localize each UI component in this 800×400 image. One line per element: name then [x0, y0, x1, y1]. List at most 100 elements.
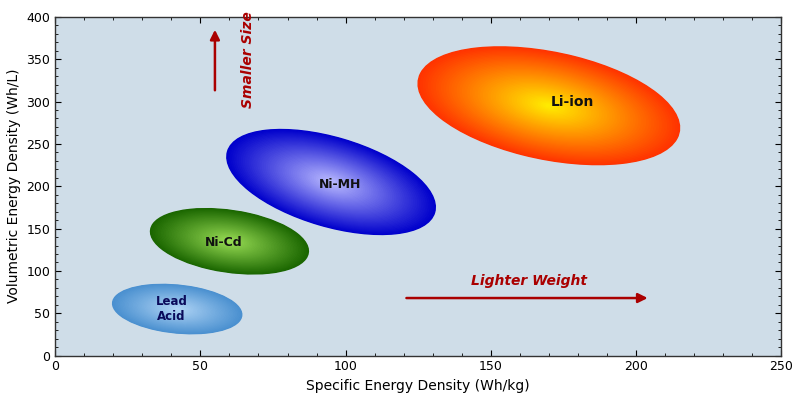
Ellipse shape [434, 54, 664, 158]
Text: Lead
Acid: Lead Acid [155, 295, 187, 323]
Ellipse shape [322, 178, 339, 186]
Ellipse shape [281, 157, 381, 207]
Ellipse shape [132, 292, 222, 326]
Ellipse shape [426, 50, 672, 161]
Ellipse shape [155, 301, 199, 318]
Text: Lighter Weight: Lighter Weight [470, 274, 586, 288]
Ellipse shape [252, 142, 410, 222]
Ellipse shape [227, 130, 435, 234]
Ellipse shape [462, 67, 635, 145]
Ellipse shape [431, 53, 666, 159]
Ellipse shape [165, 214, 294, 268]
Ellipse shape [269, 150, 394, 214]
Ellipse shape [154, 300, 201, 318]
Ellipse shape [174, 218, 285, 264]
Ellipse shape [526, 95, 572, 116]
Text: Smaller Size: Smaller Size [241, 11, 255, 108]
Ellipse shape [160, 303, 194, 316]
Ellipse shape [273, 153, 390, 211]
Ellipse shape [541, 102, 557, 109]
Ellipse shape [298, 165, 365, 199]
Ellipse shape [248, 140, 414, 224]
Ellipse shape [238, 135, 425, 229]
Ellipse shape [318, 176, 343, 188]
Ellipse shape [214, 235, 246, 248]
Ellipse shape [176, 308, 178, 310]
Ellipse shape [302, 167, 360, 197]
Ellipse shape [518, 92, 580, 120]
Ellipse shape [262, 147, 400, 217]
Ellipse shape [153, 300, 202, 318]
Ellipse shape [201, 230, 258, 253]
Ellipse shape [429, 52, 669, 160]
Ellipse shape [194, 227, 264, 256]
Ellipse shape [118, 286, 237, 332]
Ellipse shape [256, 144, 406, 220]
Ellipse shape [476, 73, 622, 139]
Ellipse shape [447, 60, 651, 152]
Ellipse shape [218, 237, 241, 246]
Ellipse shape [470, 70, 627, 141]
Ellipse shape [144, 296, 210, 322]
Ellipse shape [442, 58, 656, 154]
Ellipse shape [270, 152, 391, 212]
Ellipse shape [546, 104, 551, 107]
Ellipse shape [157, 211, 302, 271]
Y-axis label: Volumetric Energy Density (Wh/L): Volumetric Energy Density (Wh/L) [7, 69, 21, 304]
Ellipse shape [308, 170, 354, 194]
Ellipse shape [502, 84, 596, 127]
Ellipse shape [418, 47, 679, 165]
Ellipse shape [117, 286, 238, 332]
Ellipse shape [163, 304, 191, 314]
Ellipse shape [222, 238, 238, 244]
Ellipse shape [439, 56, 658, 155]
Ellipse shape [436, 55, 662, 156]
Ellipse shape [173, 218, 286, 265]
Ellipse shape [149, 298, 206, 320]
Ellipse shape [530, 98, 567, 114]
Ellipse shape [465, 68, 633, 144]
Ellipse shape [150, 299, 204, 320]
Ellipse shape [329, 181, 333, 183]
Ellipse shape [294, 163, 369, 201]
Ellipse shape [264, 148, 398, 216]
Ellipse shape [155, 210, 304, 272]
Ellipse shape [159, 302, 195, 316]
Ellipse shape [277, 155, 386, 209]
Ellipse shape [246, 139, 417, 225]
Ellipse shape [229, 130, 434, 234]
Ellipse shape [225, 239, 234, 243]
Ellipse shape [231, 132, 431, 232]
Ellipse shape [528, 96, 570, 115]
Ellipse shape [184, 222, 275, 260]
Ellipse shape [202, 230, 256, 252]
Ellipse shape [126, 289, 229, 329]
Ellipse shape [452, 62, 646, 149]
Ellipse shape [138, 294, 216, 324]
Ellipse shape [504, 86, 594, 126]
Ellipse shape [113, 284, 242, 334]
Ellipse shape [300, 166, 362, 198]
Ellipse shape [147, 298, 207, 320]
Ellipse shape [258, 145, 404, 219]
Ellipse shape [512, 89, 586, 122]
Ellipse shape [239, 136, 423, 228]
Ellipse shape [127, 290, 227, 328]
Ellipse shape [191, 226, 267, 257]
Ellipse shape [187, 224, 272, 259]
Ellipse shape [142, 296, 212, 322]
Ellipse shape [533, 99, 565, 113]
X-axis label: Specific Energy Density (Wh/kg): Specific Energy Density (Wh/kg) [306, 379, 530, 393]
Ellipse shape [160, 212, 299, 270]
Ellipse shape [283, 158, 379, 206]
Ellipse shape [520, 93, 578, 119]
Ellipse shape [483, 76, 614, 135]
Ellipse shape [499, 83, 598, 128]
Ellipse shape [151, 299, 203, 319]
Ellipse shape [510, 88, 588, 124]
Ellipse shape [215, 236, 244, 247]
Ellipse shape [122, 288, 233, 330]
Ellipse shape [243, 138, 418, 226]
Ellipse shape [325, 179, 338, 185]
Ellipse shape [157, 301, 198, 317]
